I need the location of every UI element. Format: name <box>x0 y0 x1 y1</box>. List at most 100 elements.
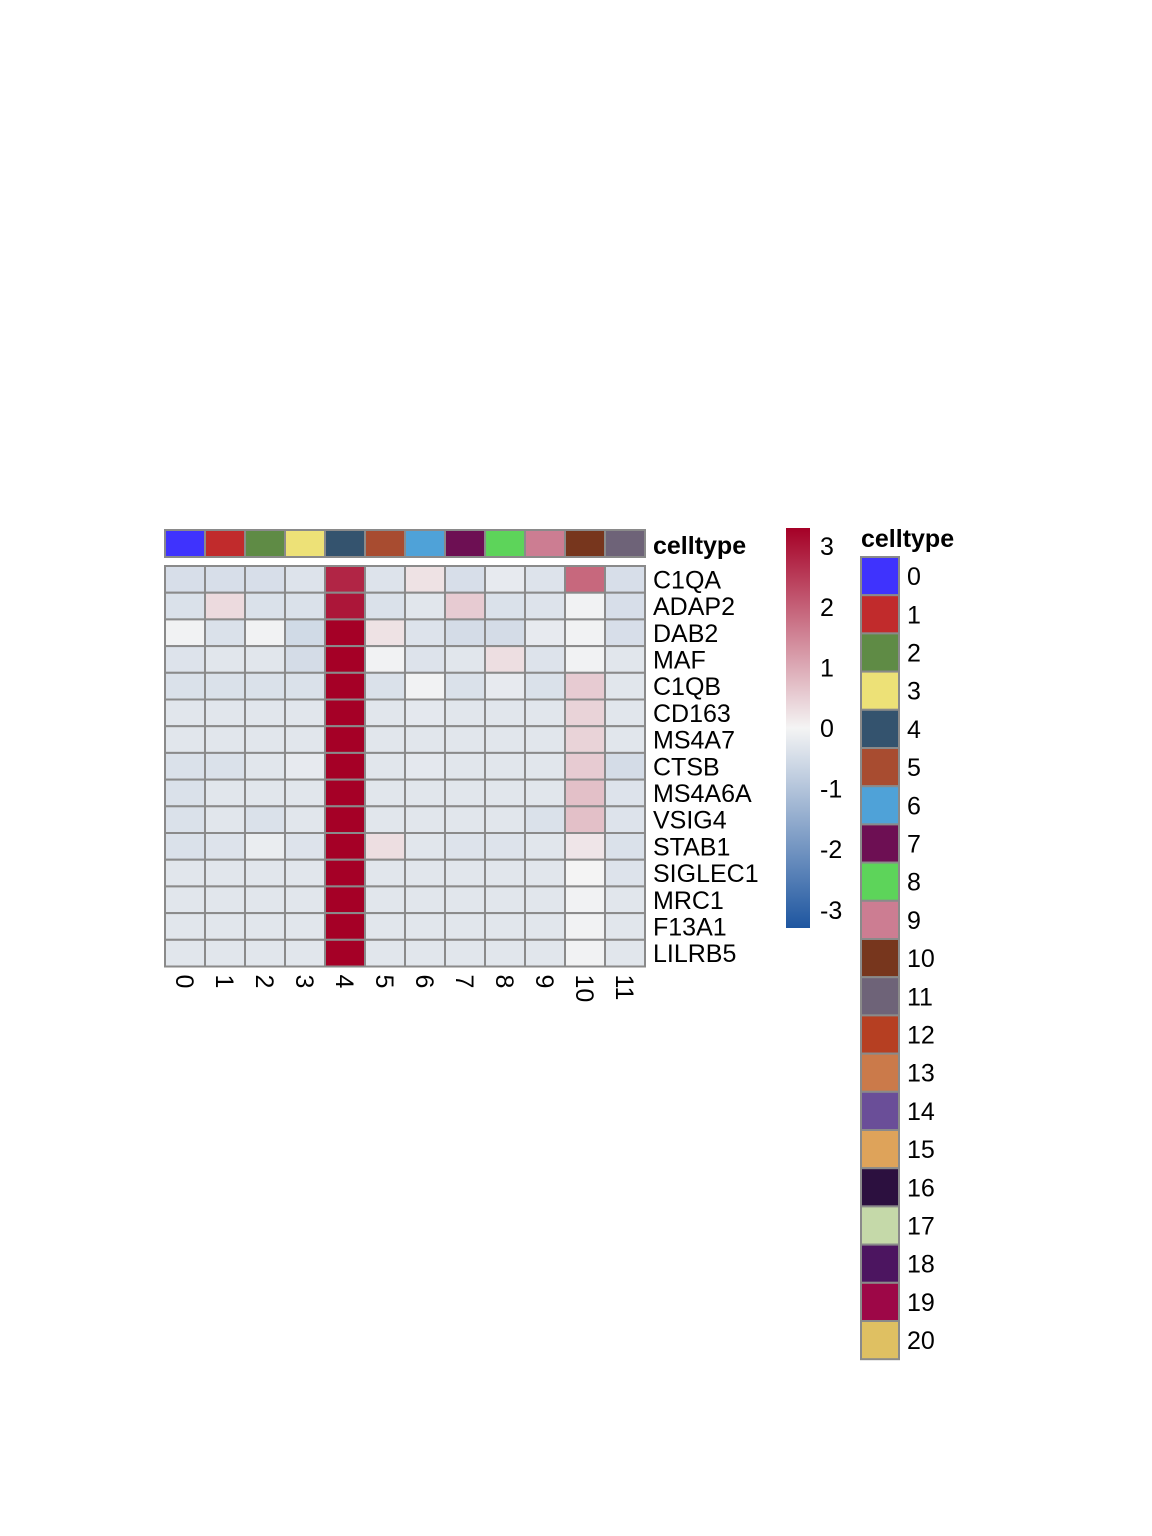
heatmap-cell-C1QA-11 <box>604 565 646 594</box>
legend-swatch-2 <box>860 632 900 673</box>
column-label-6: 6 <box>410 975 438 989</box>
heatmap-cell-STAB1-6 <box>404 832 446 861</box>
heatmap-cell-MS4A7-11 <box>604 725 646 754</box>
heatmap-cell-SIGLEC1-6 <box>404 858 446 888</box>
column-label-8: 8 <box>490 975 518 989</box>
heatmap-cell-CD163-3 <box>284 698 326 728</box>
heatmap-cell-MRC1-4 <box>324 885 366 915</box>
heatmap-cell-C1QA-3 <box>284 565 326 594</box>
legend-swatch-6 <box>860 785 900 826</box>
legend-label-9: 9 <box>907 907 921 935</box>
heatmap-cell-MAF-6 <box>404 645 446 674</box>
heatmap-cell-MAF-0 <box>164 645 206 674</box>
legend-label-11: 11 <box>907 983 933 1011</box>
legend-swatch-3 <box>860 670 900 711</box>
heatmap-cell-LILRB5-0 <box>164 938 206 968</box>
heatmap-cell-MRC1-2 <box>244 885 286 915</box>
heatmap-cell-DAB2-11 <box>604 618 646 648</box>
heatmap-cell-LILRB5-7 <box>444 938 486 968</box>
heatmap-cell-STAB1-5 <box>364 832 406 861</box>
heatmap-cell-C1QA-1 <box>204 565 246 594</box>
heatmap-cell-VSIG4-1 <box>204 805 246 834</box>
row-label-CTSB: CTSB <box>653 753 720 781</box>
heatmap-cell-DAB2-10 <box>564 618 606 648</box>
heatmap-cell-STAB1-7 <box>444 832 486 861</box>
heatmap-cell-CTSB-9 <box>524 751 566 781</box>
heatmap-cell-LILRB5-4 <box>324 938 366 968</box>
legend-label-4: 4 <box>907 716 921 744</box>
legend-swatch-9 <box>860 899 900 940</box>
column-label-3: 3 <box>290 975 318 989</box>
heatmap-cell-VSIG4-9 <box>524 805 566 834</box>
heatmap-cell-VSIG4-8 <box>484 805 526 834</box>
heatmap-cell-ADAP2-3 <box>284 591 326 621</box>
heatmap-cell-C1QA-9 <box>524 565 566 594</box>
heatmap-cell-MS4A6A-1 <box>204 778 246 808</box>
heatmap-cell-VSIG4-11 <box>604 805 646 834</box>
heatmap-cell-LILRB5-10 <box>564 938 606 968</box>
annotation-cell-2 <box>244 529 286 558</box>
legend-swatch-5 <box>860 747 900 788</box>
heatmap-cell-STAB1-10 <box>564 832 606 861</box>
heatmap-cell-DAB2-1 <box>204 618 246 648</box>
heatmap-cell-DAB2-4 <box>324 618 366 648</box>
annotation-cell-3 <box>284 529 326 558</box>
heatmap-cell-MS4A7-0 <box>164 725 206 754</box>
heatmap-cell-F13A1-10 <box>564 912 606 941</box>
heatmap-cell-C1QB-8 <box>484 671 526 701</box>
heatmap-cell-F13A1-9 <box>524 912 566 941</box>
heatmap-cell-MRC1-1 <box>204 885 246 915</box>
celltype-legend-title: celltype <box>861 525 954 553</box>
row-label-VSIG4: VSIG4 <box>653 807 727 835</box>
legend-label-17: 17 <box>907 1213 935 1241</box>
color-scale-bar <box>786 528 810 928</box>
annotation-cell-9 <box>524 529 566 558</box>
row-label-MAF: MAF <box>653 646 706 674</box>
column-label-11: 11 <box>610 975 638 1001</box>
heatmap-cell-MS4A6A-5 <box>364 778 406 808</box>
heatmap-cell-F13A1-5 <box>364 912 406 941</box>
heatmap-cell-ADAP2-1 <box>204 591 246 621</box>
scale-tick-label: -1 <box>820 776 842 804</box>
heatmap-cell-SIGLEC1-3 <box>284 858 326 888</box>
heatmap-cell-CTSB-11 <box>604 751 646 781</box>
heatmap-cell-MS4A7-1 <box>204 725 246 754</box>
heatmap-cell-MS4A7-4 <box>324 725 366 754</box>
heatmap-cell-C1QB-6 <box>404 671 446 701</box>
heatmap-cell-ADAP2-8 <box>484 591 526 621</box>
legend-label-10: 10 <box>907 945 935 973</box>
column-label-5: 5 <box>370 975 398 989</box>
heatmap-cell-CD163-0 <box>164 698 206 728</box>
heatmap-cell-C1QA-0 <box>164 565 206 594</box>
heatmap-cell-DAB2-5 <box>364 618 406 648</box>
heatmap-cell-F13A1-4 <box>324 912 366 941</box>
heatmap-cell-VSIG4-7 <box>444 805 486 834</box>
heatmap-cell-MAF-11 <box>604 645 646 674</box>
heatmap-cell-MS4A7-5 <box>364 725 406 754</box>
scale-tick-label: 1 <box>820 654 834 682</box>
annotation-cell-0 <box>164 529 206 558</box>
heatmap-cell-SIGLEC1-2 <box>244 858 286 888</box>
row-label-MRC1: MRC1 <box>653 887 724 915</box>
heatmap-cell-MS4A7-2 <box>244 725 286 754</box>
heatmap-cell-SIGLEC1-11 <box>604 858 646 888</box>
heatmap-cell-LILRB5-1 <box>204 938 246 968</box>
annotation-cell-6 <box>404 529 446 558</box>
heatmap-cell-DAB2-0 <box>164 618 206 648</box>
row-label-MS4A6A: MS4A6A <box>653 780 752 808</box>
heatmap-cell-C1QB-3 <box>284 671 326 701</box>
heatmap-cell-MRC1-0 <box>164 885 206 915</box>
annotation-cell-11 <box>604 529 646 558</box>
heatmap-cell-CD163-6 <box>404 698 446 728</box>
heatmap-cell-F13A1-8 <box>484 912 526 941</box>
legend-swatch-11 <box>860 976 900 1017</box>
legend-swatch-1 <box>860 594 900 635</box>
heatmap-cell-SIGLEC1-9 <box>524 858 566 888</box>
legend-label-2: 2 <box>907 640 921 668</box>
heatmap-cell-CD163-5 <box>364 698 406 728</box>
legend-label-15: 15 <box>907 1136 935 1164</box>
heatmap-cell-VSIG4-0 <box>164 805 206 834</box>
celltype-annotation-bar <box>164 529 646 558</box>
heatmap-cell-LILRB5-8 <box>484 938 526 968</box>
